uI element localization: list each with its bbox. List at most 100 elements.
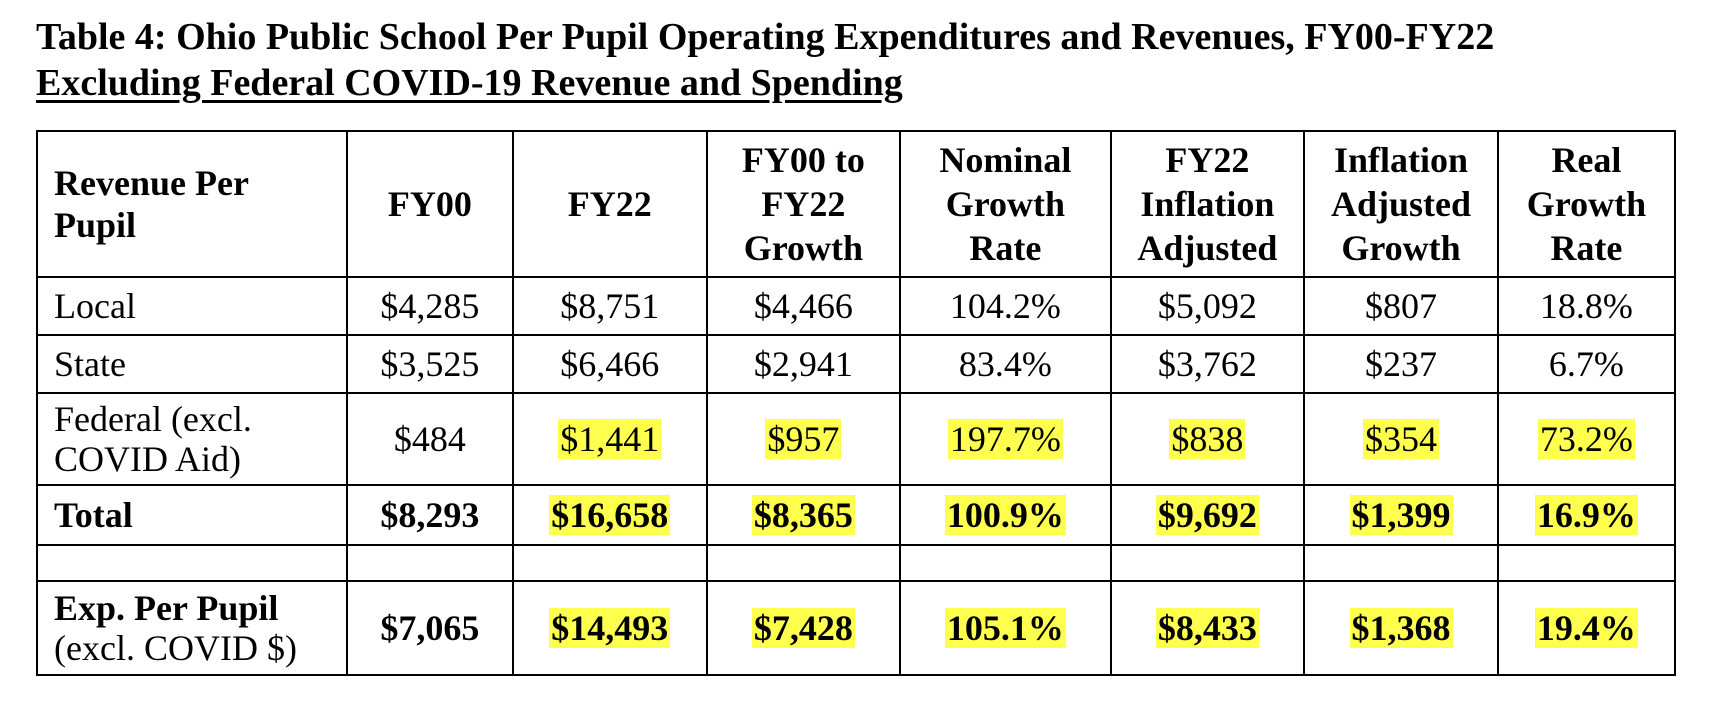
highlighted-value: 105.1% xyxy=(944,608,1066,648)
row-label-text: State xyxy=(54,344,126,384)
header-line: Adjusted xyxy=(1137,228,1278,268)
header-nominal-growth-rate: Nominal Growth Rate xyxy=(899,130,1112,278)
cell-growth: $7,428 xyxy=(705,580,902,676)
header-row: Revenue Per Pupil FY00 FY22 FY00 to FY22… xyxy=(36,130,1677,278)
highlighted-value: $8,433 xyxy=(1155,608,1259,648)
row-label: Federal (excl. COVID Aid) xyxy=(36,392,348,486)
empty-cell xyxy=(36,544,348,582)
cell-fy22-adjusted: $5,092 xyxy=(1109,276,1306,336)
empty-cell xyxy=(511,544,708,582)
cell-value: $8,293 xyxy=(380,495,480,535)
highlighted-value: $354 xyxy=(1363,419,1440,459)
cell-growth: $957 xyxy=(705,392,902,486)
cell-fy00: $8,293 xyxy=(345,484,514,546)
cell-value: 83.4% xyxy=(958,344,1052,384)
header-line: Nominal xyxy=(939,140,1072,180)
cell-adjusted-growth: $237 xyxy=(1303,334,1499,394)
cell-fy22-adjusted: $9,692 xyxy=(1109,484,1306,546)
cell-real-rate: 6.7% xyxy=(1496,334,1677,394)
cell-growth: $2,941 xyxy=(705,334,902,394)
highlighted-value: 100.9% xyxy=(944,495,1066,535)
cell-value: $4,466 xyxy=(753,286,853,326)
header-growth: FY00 to FY22 Growth xyxy=(705,130,902,278)
row-label: Exp. Per Pupil (excl. COVID $) xyxy=(36,580,348,676)
highlighted-value: 19.4% xyxy=(1534,608,1638,648)
table-row-state: State $3,525 $6,466 $2,941 83.4% $3,762 … xyxy=(36,334,1677,394)
row-label-text: Federal (excl. xyxy=(54,399,252,439)
cell-value: $5,092 xyxy=(1157,286,1257,326)
header-row-label-line: Revenue Per xyxy=(54,163,249,203)
cell-adjusted-growth: $1,368 xyxy=(1303,580,1499,676)
cell-fy22-adjusted: $8,433 xyxy=(1109,580,1306,676)
cell-fy00: $3,525 xyxy=(345,334,514,394)
header-line: Growth xyxy=(1341,228,1461,268)
data-table: Revenue Per Pupil FY00 FY22 FY00 to FY22… xyxy=(36,130,1677,676)
cell-nominal-rate: 197.7% xyxy=(899,392,1112,486)
cell-real-rate: 19.4% xyxy=(1496,580,1677,676)
header-line: Real xyxy=(1551,140,1622,180)
highlighted-value: 16.9% xyxy=(1534,495,1638,535)
highlighted-value: $8,365 xyxy=(751,495,855,535)
title-block: Table 4: Ohio Public School Per Pupil Op… xyxy=(36,14,1716,106)
header-line: FY22 xyxy=(1165,140,1250,180)
header-line: FY00 xyxy=(387,184,472,224)
cell-nominal-rate: 83.4% xyxy=(899,334,1112,394)
cell-value: $807 xyxy=(1365,286,1438,326)
header-line: Inflation xyxy=(1334,140,1469,180)
table-row-federal: Federal (excl. COVID Aid) $484 $1,441 $9… xyxy=(36,392,1677,486)
cell-value: $6,466 xyxy=(560,344,660,384)
cell-adjusted-growth: $1,399 xyxy=(1303,484,1499,546)
cell-nominal-rate: 105.1% xyxy=(899,580,1112,676)
empty-cell xyxy=(1496,544,1677,582)
table-row-local: Local $4,285 $8,751 $4,466 104.2% $5,092… xyxy=(36,276,1677,336)
header-line: FY00 to xyxy=(741,140,865,180)
header-real-growth-rate: Real Growth Rate xyxy=(1496,130,1677,278)
highlighted-value: $9,692 xyxy=(1155,495,1259,535)
table-title: Table 4: Ohio Public School Per Pupil Op… xyxy=(36,16,1495,58)
cell-value: $8,751 xyxy=(560,286,660,326)
header-line: Growth xyxy=(945,184,1066,224)
highlighted-value: $14,493 xyxy=(549,608,671,648)
cell-value: $3,525 xyxy=(380,344,480,384)
header-line: FY22 xyxy=(761,184,846,224)
cell-fy22: $6,466 xyxy=(511,334,708,394)
cell-fy00: $4,285 xyxy=(345,276,514,336)
header-line: Growth xyxy=(743,228,864,268)
table-subtitle: Excluding Federal COVID-19 Revenue and S… xyxy=(36,62,903,104)
cell-fy22-adjusted: $838 xyxy=(1109,392,1306,486)
header-fy22-inflation-adjusted: FY22 Inflation Adjusted xyxy=(1109,130,1306,278)
header-line: Adjusted xyxy=(1331,184,1472,224)
header-fy22: FY22 xyxy=(511,130,708,278)
row-label: Local xyxy=(36,276,348,336)
cell-value: $3,762 xyxy=(1157,344,1257,384)
row-label: Total xyxy=(36,484,348,546)
cell-adjusted-growth: $354 xyxy=(1303,392,1499,486)
empty-cell xyxy=(345,544,514,582)
cell-nominal-rate: 104.2% xyxy=(899,276,1112,336)
row-label: State xyxy=(36,334,348,394)
empty-cell xyxy=(899,544,1112,582)
row-label-text: Exp. Per Pupil xyxy=(54,588,279,628)
row-label-text: COVID Aid) xyxy=(54,439,241,479)
header-line: FY22 xyxy=(567,184,652,224)
cell-real-rate: 73.2% xyxy=(1496,392,1677,486)
cell-fy00: $7,065 xyxy=(345,580,514,676)
empty-cell xyxy=(1303,544,1499,582)
cell-real-rate: 18.8% xyxy=(1496,276,1677,336)
cell-value: $2,941 xyxy=(753,344,853,384)
header-line: Growth xyxy=(1526,184,1647,224)
highlighted-value: 73.2% xyxy=(1537,419,1635,459)
table-row-expenditure: Exp. Per Pupil (excl. COVID $) $7,065 $1… xyxy=(36,580,1677,676)
header-line: Rate xyxy=(969,228,1042,268)
highlighted-value: $16,658 xyxy=(549,495,671,535)
cell-fy00: $484 xyxy=(345,392,514,486)
highlighted-value: $7,428 xyxy=(751,608,855,648)
cell-value: 6.7% xyxy=(1548,344,1624,384)
cell-value: 18.8% xyxy=(1539,286,1633,326)
cell-value: $237 xyxy=(1365,344,1438,384)
row-label-text: Total xyxy=(54,495,133,535)
cell-growth: $8,365 xyxy=(705,484,902,546)
cell-value: $484 xyxy=(393,419,466,459)
header-row-label-line: Pupil xyxy=(54,205,137,245)
cell-nominal-rate: 100.9% xyxy=(899,484,1112,546)
